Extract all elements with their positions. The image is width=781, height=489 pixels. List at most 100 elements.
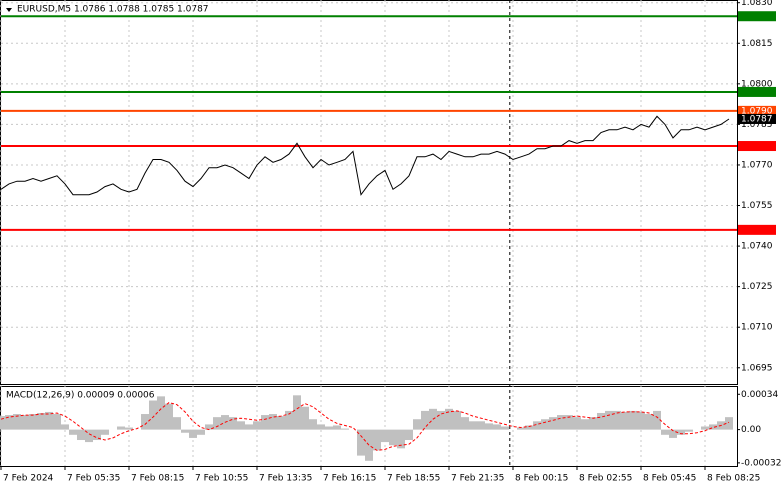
- macd-bar: [245, 424, 253, 430]
- macd-bar: [701, 426, 709, 430]
- macd-bar: [53, 414, 61, 430]
- macd-bar: [333, 425, 341, 430]
- macd-bar: [309, 419, 317, 430]
- macd-bar: [477, 421, 485, 430]
- price-line: [0, 115, 730, 196]
- macd-bar: [469, 421, 477, 430]
- y-tick-label: 1.0725: [741, 282, 773, 292]
- y-tick-label: 1.0695: [741, 363, 773, 373]
- level-tag: [738, 105, 776, 116]
- level-tag: [738, 86, 776, 97]
- macd-bar: [5, 415, 13, 430]
- x-tick-label: 7 Feb 18:55: [387, 474, 440, 484]
- x-tick-label: 7 Feb 08:15: [131, 474, 184, 484]
- macd-bar: [117, 426, 125, 430]
- y-tick-label: 1.0710: [741, 323, 773, 333]
- macd-bar: [557, 415, 565, 430]
- macd-bar: [181, 429, 189, 433]
- macd-bar: [597, 412, 605, 430]
- macd-bar: [21, 415, 29, 430]
- macd-bar: [685, 429, 693, 432]
- macd-bar: [621, 411, 629, 430]
- y-tick-label: 1.0755: [741, 201, 773, 211]
- macd-bar: [149, 400, 157, 430]
- level-tag: [738, 224, 776, 235]
- macd-bar: [317, 424, 325, 430]
- macd-bar: [253, 421, 261, 430]
- macd-bar: [637, 411, 645, 430]
- macd-bar: [301, 406, 309, 430]
- x-tick-label: 8 Feb 05:45: [643, 474, 696, 484]
- chart-title: EURUSD,M5 1.0786 1.0788 1.0785 1.0787: [17, 5, 209, 15]
- y-tick-label: 1.0785: [741, 120, 773, 130]
- macd-bar: [645, 414, 653, 430]
- macd-bar: [501, 426, 509, 430]
- level-tag: [738, 141, 776, 152]
- macd-bar: [277, 416, 285, 430]
- y-tick-label: 1.0830: [741, 0, 773, 8]
- macd-bar: [77, 429, 85, 441]
- macd-bar: [45, 411, 53, 430]
- y-tick-label: 1.0815: [741, 39, 773, 49]
- macd-bar: [325, 426, 333, 430]
- x-tick-label: 7 Feb 21:35: [451, 474, 504, 484]
- macd-bar: [461, 417, 469, 430]
- macd-title: MACD(12,26,9) 0.00009 0.00006: [6, 391, 155, 401]
- macd-bar: [141, 414, 149, 430]
- macd-bar: [237, 421, 245, 430]
- macd-bar: [397, 429, 405, 449]
- macd-bar: [165, 403, 173, 430]
- macd-bar: [365, 429, 373, 461]
- macd-bar: [677, 429, 685, 435]
- macd-bar: [525, 425, 533, 430]
- macd-bar: [437, 410, 445, 430]
- y-tick-label: 1.0800: [741, 79, 773, 89]
- macd-bar: [125, 427, 133, 430]
- level-label: 1.0790: [741, 106, 773, 116]
- price-panel: [0, 0, 738, 385]
- macd-bar: [13, 414, 21, 430]
- macd-bar: [373, 429, 381, 451]
- macd-bar: [213, 417, 221, 430]
- macd-bar: [541, 419, 549, 430]
- menu-arrow[interactable]: [6, 8, 12, 12]
- macd-bar: [285, 410, 293, 430]
- macd-bar: [613, 410, 621, 430]
- macd-bar: [229, 417, 237, 430]
- x-tick-label: 7 Feb 05:35: [67, 474, 120, 484]
- macd-bar: [157, 396, 165, 430]
- macd-bar: [61, 424, 69, 430]
- macd-bar: [485, 423, 493, 430]
- macd-bar: [261, 415, 269, 430]
- macd-bar: [445, 408, 453, 430]
- macd-bar: [653, 410, 661, 430]
- macd-bar: [549, 417, 557, 430]
- x-tick-label: 7 Feb 16:15: [323, 474, 376, 484]
- current-tag: [738, 113, 776, 124]
- y-tick-label: 1.0740: [741, 242, 773, 252]
- macd-bar: [269, 414, 277, 430]
- macd-bar: [725, 417, 733, 430]
- macd-bar: [389, 429, 397, 446]
- signal-line: [0, 402, 730, 451]
- macd-bar: [293, 395, 301, 430]
- macd-bar: [709, 424, 717, 430]
- macd-bar: [517, 427, 525, 430]
- macd-bar: [413, 419, 421, 430]
- y-tick-label: 0.00: [741, 425, 761, 435]
- x-tick-label: 7 Feb 13:35: [259, 474, 312, 484]
- macd-bar: [453, 410, 461, 430]
- macd-bar: [381, 429, 389, 443]
- macd-bar: [589, 417, 597, 430]
- macd-bar: [565, 415, 573, 430]
- macd-bar: [341, 428, 349, 430]
- macd-bar: [405, 429, 413, 441]
- macd-bar: [205, 424, 213, 430]
- macd-bar: [0, 416, 5, 430]
- macd-bar: [581, 419, 589, 430]
- macd-bar: [605, 410, 613, 430]
- y-tick-label: 0.00034: [741, 390, 778, 400]
- macd-bar: [85, 429, 93, 443]
- x-tick-label: 7 Feb 10:55: [195, 474, 248, 484]
